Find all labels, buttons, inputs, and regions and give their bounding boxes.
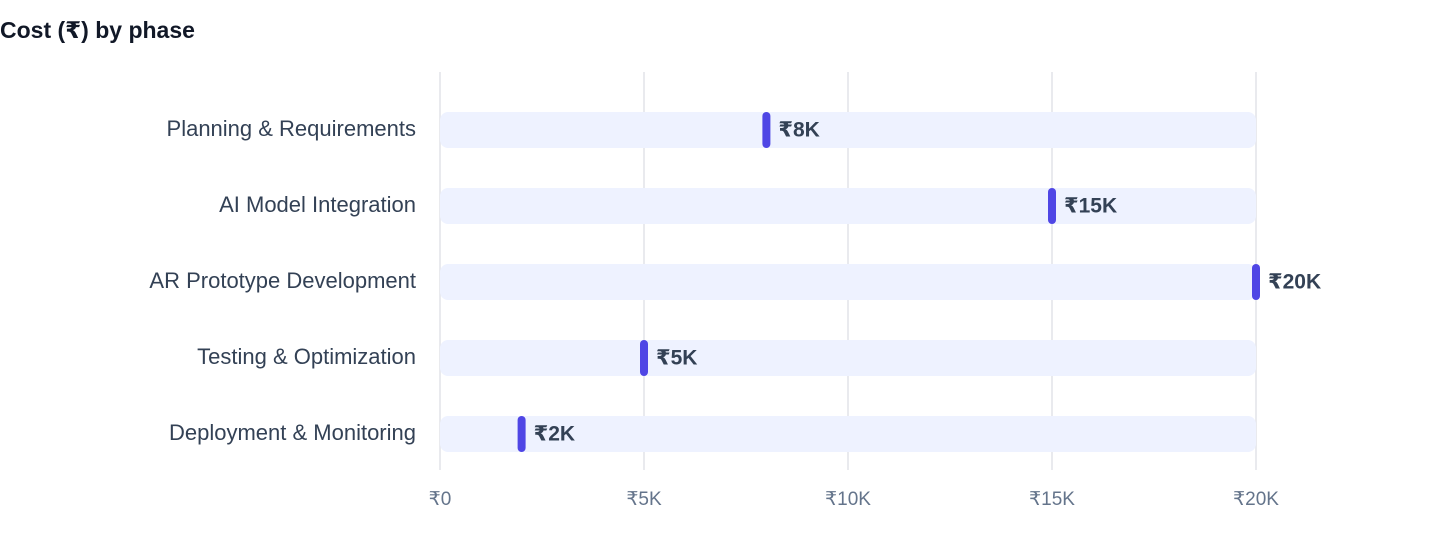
bar-marker [1048,188,1056,224]
track [440,264,1256,300]
value-label: ₹8K [778,119,819,142]
bar-marker [762,112,771,148]
chart-title: Cost (₹) by phase [0,17,195,43]
category-label: AR Prototype Development [149,268,416,293]
category-label: Planning & Requirements [167,116,416,141]
category-label: AI Model Integration [219,192,416,217]
x-tick-label: ₹10K [825,489,871,510]
category-label: Testing & Optimization [197,344,416,369]
track [440,188,1256,224]
x-tick-label: ₹5K [626,489,662,510]
track [440,340,1256,376]
bar-marker [640,340,648,376]
x-tick-label: ₹0 [429,489,452,510]
value-label: ₹20K [1268,271,1321,294]
value-label: ₹2K [534,423,575,446]
track [440,416,1256,452]
value-label: ₹5K [656,347,697,370]
x-tick-label: ₹20K [1233,489,1279,510]
category-label: Deployment & Monitoring [169,420,416,445]
value-label: ₹15K [1064,195,1117,218]
track [440,112,1256,148]
x-tick-label: ₹15K [1029,489,1075,510]
bar-marker [517,416,526,452]
bar-marker [1252,264,1260,300]
